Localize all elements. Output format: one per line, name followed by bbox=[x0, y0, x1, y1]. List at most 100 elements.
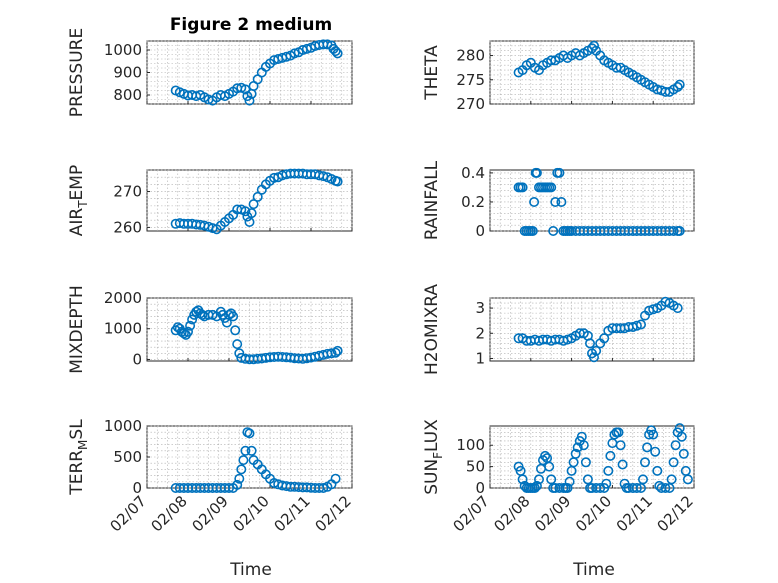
x-tick-label: 02/11 bbox=[271, 492, 314, 535]
data-point bbox=[529, 197, 540, 208]
data-point bbox=[531, 167, 542, 178]
data-point bbox=[603, 465, 614, 476]
x-tick-label: 02/12 bbox=[654, 492, 697, 535]
y-tick-label: 270 bbox=[113, 183, 142, 201]
data-point bbox=[185, 320, 196, 331]
data-point bbox=[605, 450, 616, 461]
y-tick-label: 2 bbox=[475, 324, 485, 342]
data-point bbox=[318, 482, 329, 493]
data-point bbox=[244, 95, 255, 106]
data-point bbox=[660, 296, 671, 307]
data-point bbox=[544, 461, 555, 472]
data-point bbox=[244, 217, 255, 228]
y-axis-label: RAINFALL bbox=[422, 160, 442, 240]
data-point bbox=[238, 455, 249, 466]
data-point bbox=[578, 440, 589, 451]
data-point bbox=[668, 226, 679, 237]
data-point bbox=[554, 167, 565, 178]
x-tick-label: 02/07 bbox=[107, 492, 150, 535]
data-point bbox=[584, 338, 595, 349]
data-point bbox=[332, 48, 343, 59]
y-tick-label: 2000 bbox=[104, 289, 142, 307]
data-point bbox=[564, 476, 575, 487]
data-point bbox=[529, 482, 540, 493]
data-point bbox=[232, 339, 243, 350]
subplot-1: 800 900 1000 PRESSURE bbox=[67, 28, 353, 117]
data-point bbox=[588, 352, 599, 363]
data-point bbox=[678, 448, 689, 459]
y-tick-label: 1000 bbox=[104, 41, 142, 59]
data-point bbox=[228, 311, 239, 322]
data-point bbox=[666, 474, 677, 485]
x-tick-label: 02/09 bbox=[189, 492, 232, 535]
y-axis-label: PRESSURE bbox=[67, 28, 87, 117]
data-point bbox=[631, 482, 642, 493]
x-tick-label: 02/08 bbox=[148, 492, 191, 535]
data-point bbox=[562, 482, 573, 493]
x-axis-label-left: Time bbox=[229, 560, 272, 580]
data-point bbox=[550, 197, 561, 208]
x-tick-label: 02/11 bbox=[613, 492, 656, 535]
y-tick-label: 280 bbox=[456, 47, 485, 65]
data-point bbox=[289, 48, 300, 59]
data-point bbox=[246, 445, 257, 456]
data-point bbox=[230, 325, 241, 336]
y-axis-label: THETA bbox=[422, 45, 442, 101]
y-tick-label: 1000 bbox=[104, 320, 142, 338]
data-point bbox=[648, 429, 659, 440]
data-point bbox=[326, 348, 337, 359]
subplot-3: 260 270 AIRTEMP bbox=[67, 165, 353, 236]
x-tick-label: 02/08 bbox=[490, 492, 533, 535]
data-point bbox=[548, 226, 559, 237]
data-point bbox=[672, 303, 683, 314]
subplot-6: 1 2 3 H2OMIXRA bbox=[422, 284, 695, 375]
data-point bbox=[240, 206, 251, 217]
data-point bbox=[637, 474, 648, 485]
figure-title: Figure 2 medium bbox=[170, 15, 332, 35]
data-point bbox=[672, 82, 683, 93]
data-point bbox=[660, 482, 671, 493]
y-axis-label: SUNFLUX bbox=[422, 419, 445, 495]
data-point bbox=[540, 450, 551, 461]
y-axis-label: TERRMSL bbox=[67, 419, 90, 496]
data-point bbox=[330, 46, 341, 57]
y-tick-label: 0 bbox=[475, 479, 485, 497]
data-point bbox=[591, 345, 602, 356]
data-point bbox=[613, 427, 624, 438]
y-tick-label: 0 bbox=[475, 222, 485, 240]
x-tick-label: 02/09 bbox=[531, 492, 574, 535]
data-point bbox=[234, 473, 245, 484]
data-point bbox=[246, 208, 257, 219]
data-point bbox=[562, 334, 573, 345]
data-point bbox=[648, 304, 659, 315]
data-point bbox=[546, 182, 557, 193]
data-point bbox=[588, 40, 599, 51]
data-point bbox=[631, 320, 642, 331]
data-point bbox=[240, 445, 251, 456]
y-axis-label: H2OMIXRA bbox=[422, 284, 442, 375]
y-tick-label: 3 bbox=[475, 299, 485, 317]
y-axis-label: AIRTEMP bbox=[67, 165, 90, 236]
data-point bbox=[252, 191, 263, 202]
data-point bbox=[674, 226, 685, 237]
y-tick-label: 50 bbox=[466, 458, 485, 476]
subplot-4: 0 0.2 0.4 RAINFALL bbox=[422, 160, 695, 240]
data-point bbox=[652, 465, 663, 476]
y-tick-label: 500 bbox=[113, 448, 142, 466]
y-tick-label: 260 bbox=[113, 218, 142, 236]
data-point bbox=[674, 79, 685, 90]
data-point bbox=[236, 464, 247, 475]
data-point bbox=[232, 479, 243, 490]
y-tick-label: 270 bbox=[456, 95, 485, 113]
y-tick-label: 0.2 bbox=[461, 193, 485, 211]
x-tick-label: 02/07 bbox=[450, 492, 493, 535]
y-tick-label: 275 bbox=[456, 71, 485, 89]
x-tick-label: 02/10 bbox=[230, 492, 273, 535]
y-tick-label: 0.4 bbox=[461, 164, 485, 182]
data-point bbox=[570, 448, 581, 459]
data-point bbox=[676, 431, 687, 442]
data-point bbox=[234, 348, 245, 359]
data-point bbox=[197, 309, 208, 320]
subplot-2: 270 275 280 THETA bbox=[422, 40, 695, 113]
